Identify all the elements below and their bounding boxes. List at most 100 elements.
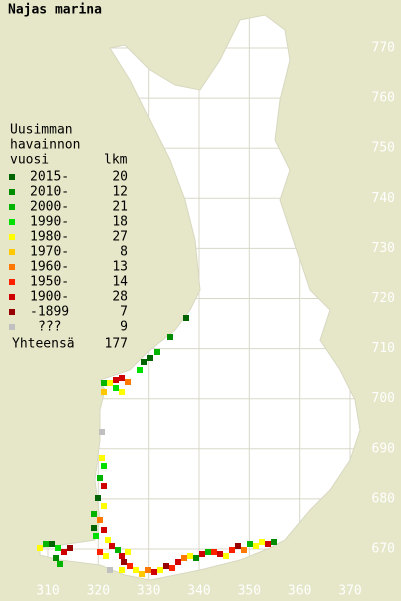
- legend-label: 2000-: [30, 200, 69, 215]
- observation: [101, 463, 107, 469]
- y-label: 770: [372, 41, 395, 56]
- observation: [139, 571, 145, 577]
- y-label: 710: [372, 341, 395, 356]
- legend: 2015- 20 2010- 12 2000- 21 1990- 18 1980- 27 1970-…: [9, 170, 128, 335]
- observation: [101, 503, 107, 509]
- y-label: 700: [372, 391, 395, 406]
- legend-count-header: lkm: [104, 153, 128, 168]
- observation: [271, 539, 277, 545]
- observation: [91, 525, 97, 531]
- observation: [151, 569, 157, 575]
- legend-swatch: [9, 249, 15, 255]
- legend-count: 14: [112, 275, 128, 290]
- observation: [167, 334, 173, 340]
- observation: [125, 549, 131, 555]
- legend-swatch: [9, 204, 15, 210]
- legend-count: 9: [120, 320, 128, 335]
- observation: [211, 549, 217, 555]
- observation: [199, 551, 205, 557]
- legend-label: 1900-: [30, 290, 69, 305]
- observation: [229, 547, 235, 553]
- observation: [133, 567, 139, 573]
- observation: [141, 359, 147, 365]
- legend-swatch: [9, 189, 15, 195]
- legend-count: 21: [112, 200, 128, 215]
- observation: [241, 547, 247, 553]
- legend-swatch: [9, 279, 15, 285]
- legend-count: 27: [112, 230, 128, 245]
- observation: [247, 541, 253, 547]
- observation: [53, 555, 59, 561]
- legend-swatch: [9, 294, 15, 300]
- observation: [97, 475, 103, 481]
- x-label: 360: [288, 584, 311, 599]
- title: Najas marina: [8, 3, 102, 18]
- legend-count: 18: [112, 215, 128, 230]
- y-label: 760: [372, 91, 395, 106]
- observation: [115, 547, 121, 553]
- legend-heading: Uusimman: [10, 123, 73, 138]
- observations: [37, 315, 277, 577]
- observation: [113, 385, 119, 391]
- observation: [101, 527, 107, 533]
- legend-swatch: [9, 219, 15, 225]
- y-label: 720: [372, 291, 395, 306]
- observation: [181, 555, 187, 561]
- legend-total-label: Yhteensä: [12, 337, 75, 352]
- observation: [103, 553, 109, 559]
- legend-label: 1990-: [30, 215, 69, 230]
- observation: [127, 563, 133, 569]
- x-label: 340: [187, 584, 210, 599]
- legend-swatch: [9, 234, 15, 240]
- observation: [183, 315, 189, 321]
- observation: [253, 543, 259, 549]
- observation: [101, 380, 107, 386]
- legend-swatch: [9, 309, 15, 315]
- observation: [205, 549, 211, 555]
- observation: [99, 429, 105, 435]
- legend-label: -1899: [30, 305, 69, 320]
- observation: [93, 533, 99, 539]
- observation: [95, 495, 101, 501]
- legend-count: 20: [112, 170, 128, 185]
- observation: [137, 367, 143, 373]
- observation: [235, 543, 241, 549]
- legend-label: 1970-: [30, 245, 69, 260]
- y-label: 670: [372, 542, 395, 557]
- observation: [105, 537, 111, 543]
- observation: [109, 543, 115, 549]
- observation: [217, 551, 223, 557]
- legend-label: 2015-: [30, 170, 69, 185]
- observation: [169, 565, 175, 571]
- observation: [265, 541, 271, 547]
- y-label: 690: [372, 441, 395, 456]
- x-label: 310: [36, 584, 59, 599]
- legend-heading: havainnon: [10, 138, 80, 153]
- legend-label: 2010-: [30, 185, 69, 200]
- y-label: 740: [372, 191, 395, 206]
- observation: [107, 380, 113, 386]
- observation: [157, 567, 163, 573]
- observation: [119, 375, 125, 381]
- legend-count: 13: [112, 260, 128, 275]
- observation: [223, 553, 229, 559]
- observation: [107, 567, 113, 573]
- legend-label: 1960-: [30, 260, 69, 275]
- observation: [154, 349, 160, 355]
- observation: [193, 555, 199, 561]
- observation: [119, 389, 125, 395]
- legend-label: 1980-: [30, 230, 69, 245]
- observation: [119, 567, 125, 573]
- observation: [121, 559, 127, 565]
- observation: [67, 545, 73, 551]
- observation: [259, 539, 265, 545]
- legend-swatch: [9, 174, 15, 180]
- legend-label: ???: [38, 320, 61, 335]
- legend-swatch: [9, 264, 15, 270]
- observation: [119, 553, 125, 559]
- observation: [55, 545, 61, 551]
- legend-count: 8: [120, 245, 128, 260]
- x-label: 350: [238, 584, 261, 599]
